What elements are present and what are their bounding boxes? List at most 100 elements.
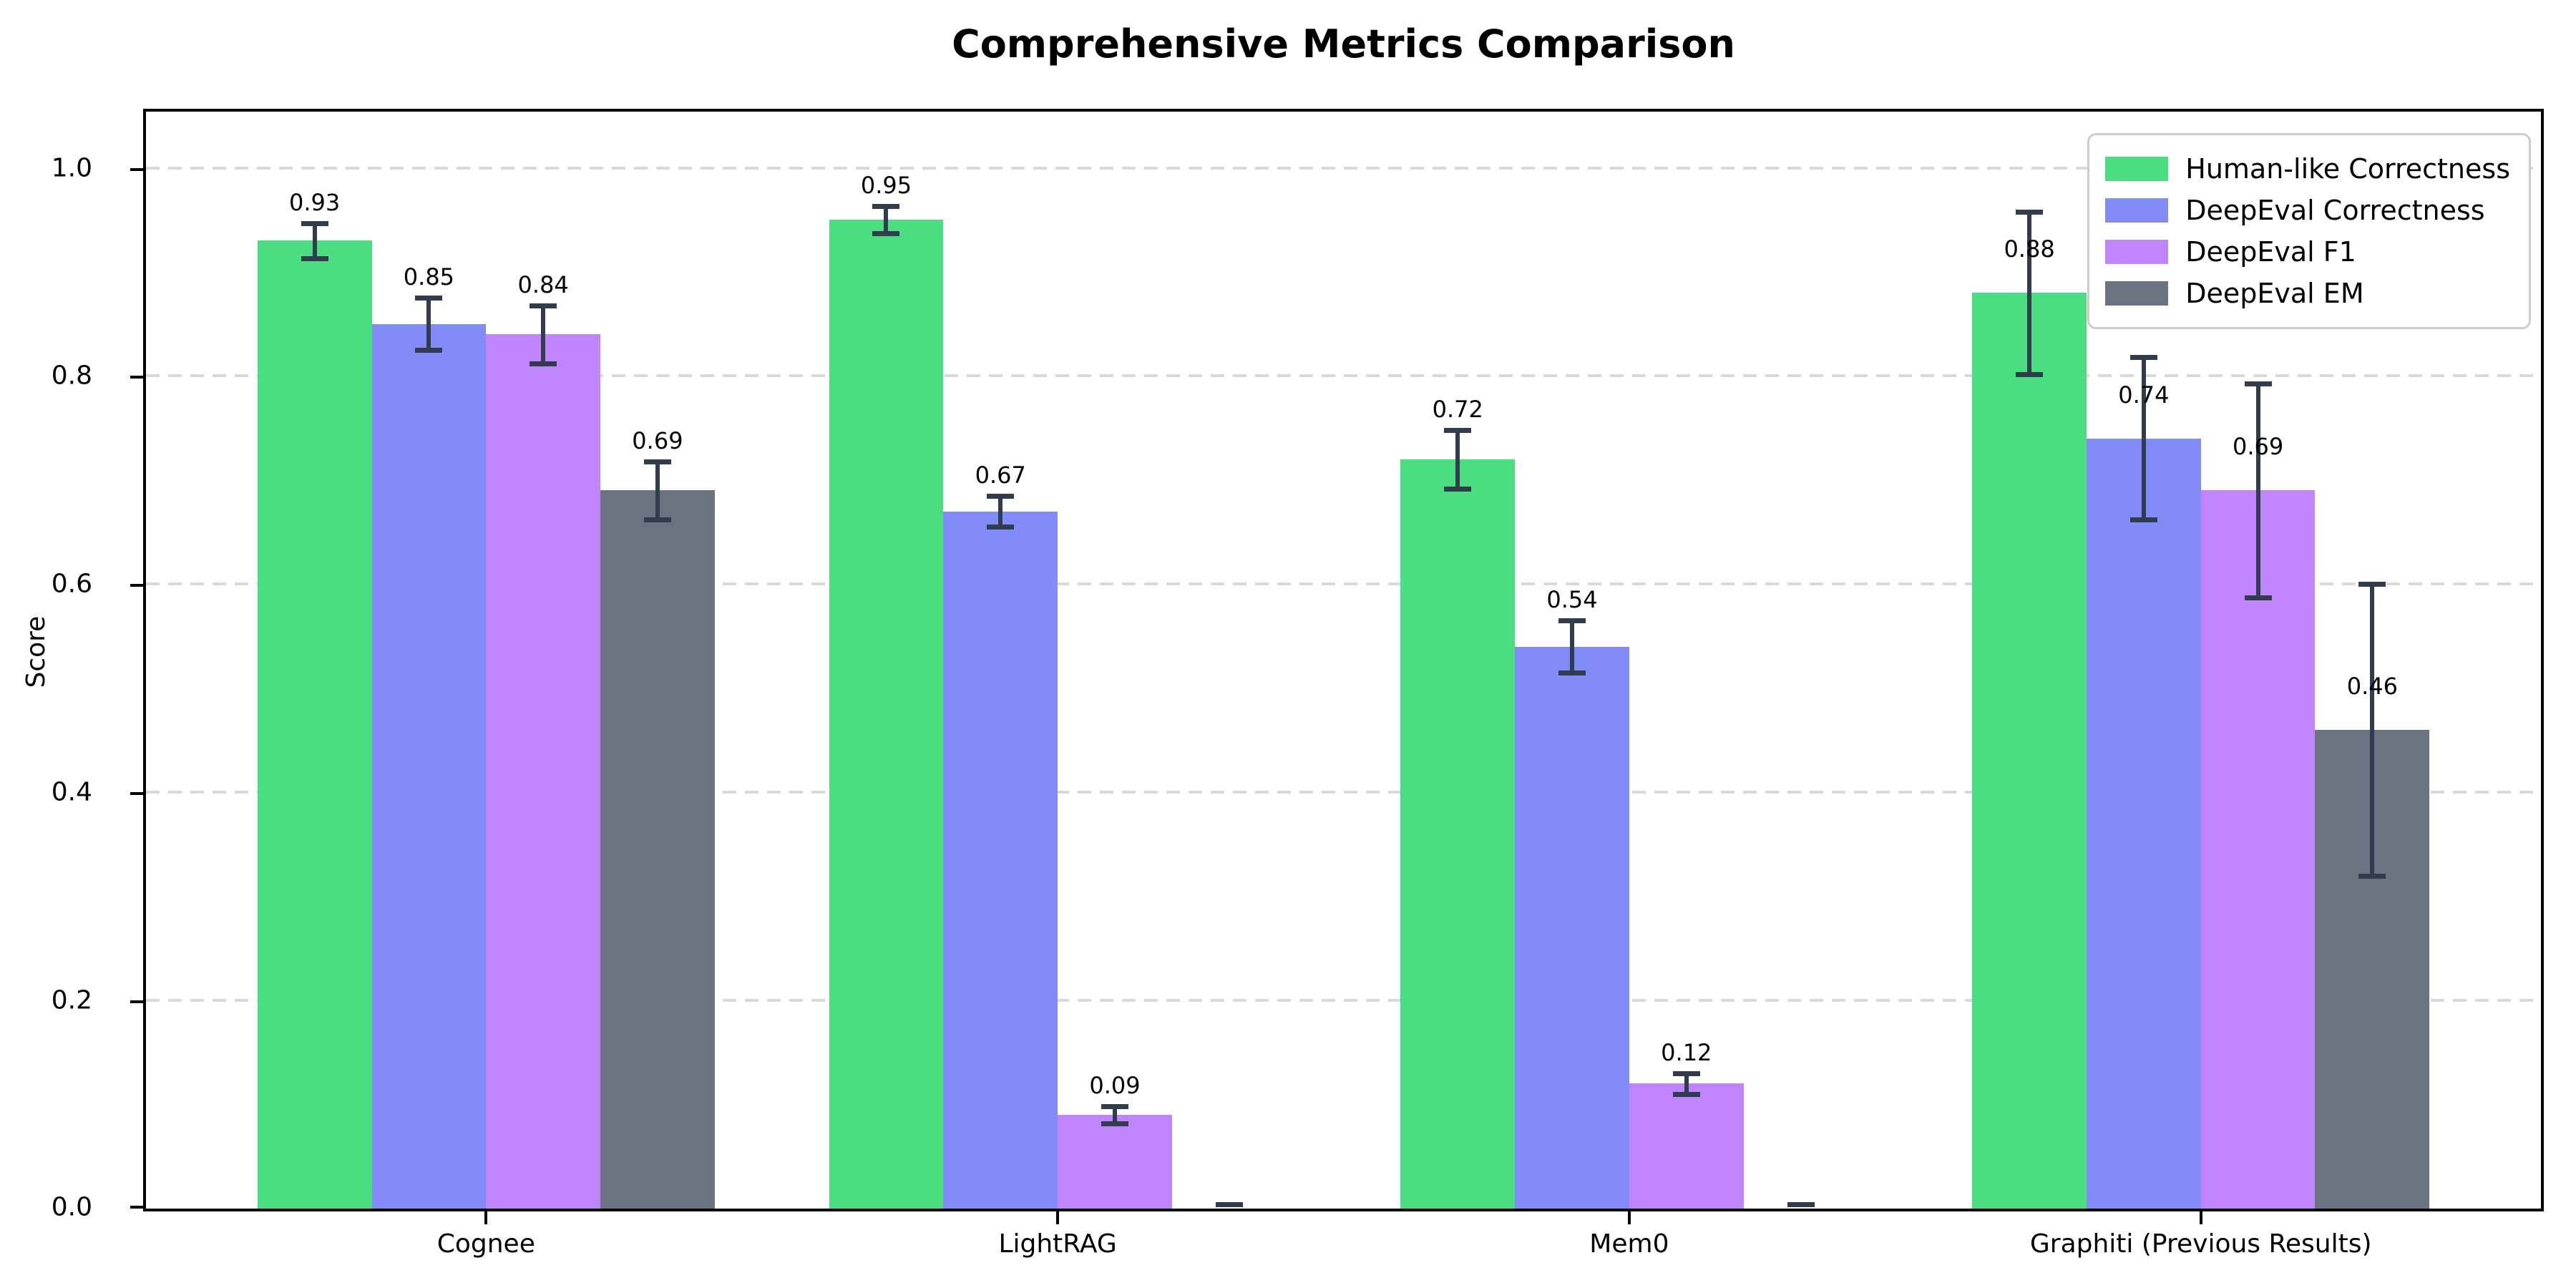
error-bar-cap	[530, 303, 557, 308]
bar-deepeval-correctness-1	[943, 511, 1058, 1209]
bar-value-label: 0.95	[860, 172, 912, 200]
error-bar-cap	[301, 256, 328, 262]
legend-label: Human-like Correctness	[2185, 153, 2510, 185]
bar-value-label: 0.85	[403, 263, 455, 291]
bar-deepeval-f1-1	[1058, 1115, 1172, 1209]
error-bar-cap	[1672, 1092, 1700, 1097]
bar-human-like-correctness-3	[1972, 293, 2087, 1209]
error-bar-cap	[2358, 582, 2386, 587]
error-bar-cap	[1558, 618, 1586, 624]
bar-human-like-correctness-2	[1400, 459, 1516, 1209]
error-bar-cap	[643, 517, 671, 523]
error-bar-cap	[872, 204, 900, 210]
x-tick-label-2: Mem0	[1589, 1229, 1669, 1259]
bar-value-label: 0.67	[975, 461, 1026, 489]
error-bar-cap	[415, 348, 443, 353]
bar-deepeval-f1-0	[486, 334, 601, 1209]
legend-swatch-deepeval-em	[2105, 281, 2169, 306]
gridline-0.2	[146, 999, 2541, 1002]
error-bar	[655, 461, 660, 520]
y-tick-label: 1.0	[51, 153, 92, 183]
x-tick-mark	[1627, 1211, 1631, 1224]
bar-value-label: 0.69	[2232, 433, 2284, 461]
y-tick-label: 0.8	[51, 361, 92, 391]
chart-title: Comprehensive Metrics Comparison	[952, 21, 1735, 67]
legend-row: DeepEval EM	[2105, 273, 2510, 314]
error-bar	[426, 298, 431, 351]
error-bar	[1570, 620, 1575, 673]
x-tick-mark	[484, 1211, 488, 1224]
error-bar-cap	[643, 459, 671, 464]
bar-value-label: 0.74	[2118, 381, 2170, 409]
error-bar	[2255, 383, 2260, 598]
x-tick-label-1: LightRAG	[998, 1229, 1117, 1259]
y-tick-label: 0.4	[51, 777, 92, 807]
zero-error-tick	[1787, 1202, 1815, 1207]
x-tick-mark	[1056, 1211, 1060, 1224]
legend-row: DeepEval F1	[2105, 231, 2510, 273]
legend-swatch-deepeval-f1	[2105, 240, 2169, 264]
error-bar-cap	[2244, 595, 2272, 601]
y-tick-mark-0.6	[130, 584, 143, 587]
y-tick-mark-1.0	[130, 167, 143, 171]
y-tick-label: 0.2	[51, 985, 92, 1015]
error-bar-cap	[301, 220, 328, 226]
error-bar	[2027, 211, 2032, 374]
error-bar-cap	[415, 296, 443, 301]
x-tick-mark	[2199, 1211, 2202, 1224]
error-bar-cap	[2244, 381, 2272, 386]
error-bar-cap	[1101, 1104, 1128, 1110]
x-tick-label-3: Graphiti (Previous Results)	[2029, 1229, 2372, 1259]
legend-row: DeepEval Correctness	[2105, 190, 2510, 231]
bar-value-label: 0.46	[2346, 672, 2398, 700]
y-tick-label: 0.0	[51, 1192, 92, 1222]
legend-label: DeepEval F1	[2185, 236, 2356, 268]
error-bar	[1112, 1106, 1117, 1123]
bar-deepeval-f1-3	[2200, 490, 2316, 1209]
error-bar-cap	[987, 493, 1015, 499]
legend-row: Human-like Correctness	[2105, 148, 2510, 190]
error-bar-cap	[1558, 670, 1586, 675]
error-bar	[541, 305, 546, 364]
bar-value-label: 0.09	[1089, 1072, 1141, 1100]
gridline-0.6	[146, 582, 2541, 586]
bar-deepeval-correctness-2	[1515, 646, 1629, 1209]
gridline-0.4	[146, 791, 2541, 794]
bar-human-like-correctness-0	[257, 240, 372, 1209]
error-bar-cap	[2358, 873, 2386, 879]
bar-value-label: 0.12	[1661, 1038, 1712, 1066]
error-bar-cap	[1444, 428, 1472, 434]
error-bar	[312, 223, 317, 259]
error-bar	[2370, 584, 2375, 876]
x-tick-label-0: Cognee	[436, 1229, 535, 1259]
y-axis-label: Score	[21, 615, 51, 688]
legend-label: DeepEval Correctness	[2185, 195, 2485, 226]
error-bar-cap	[2016, 209, 2044, 215]
bar-value-label: 0.84	[517, 270, 569, 298]
bar-value-label: 0.69	[632, 426, 683, 454]
error-bar	[1684, 1073, 1689, 1094]
y-tick-label: 0.6	[51, 569, 92, 599]
error-bar-cap	[530, 361, 557, 366]
error-bar	[998, 495, 1003, 527]
bar-value-label: 0.54	[1546, 586, 1598, 614]
bar-deepeval-f1-2	[1629, 1083, 1744, 1209]
bar-value-label: 0.88	[2004, 235, 2055, 263]
error-bar-cap	[1444, 486, 1472, 492]
bar-deepeval-em-0	[600, 490, 715, 1209]
error-bar-cap	[2129, 517, 2157, 523]
bar-value-label: 0.93	[289, 188, 341, 216]
bar-value-label: 0.72	[1432, 396, 1483, 424]
bar-deepeval-correctness-0	[371, 323, 487, 1209]
gridline-1.0	[146, 166, 2541, 170]
error-bar-cap	[2016, 371, 2044, 377]
legend: Human-like Correctness DeepEval Correctne…	[2087, 133, 2531, 329]
error-bar-cap	[1101, 1121, 1128, 1126]
error-bar	[884, 206, 889, 234]
bar-deepeval-correctness-3	[2086, 438, 2201, 1209]
bar-human-like-correctness-1	[829, 220, 944, 1209]
legend-label: DeepEval EM	[2185, 278, 2364, 309]
y-tick-mark-0.2	[130, 1000, 143, 1004]
gridline-0.8	[146, 374, 2541, 378]
